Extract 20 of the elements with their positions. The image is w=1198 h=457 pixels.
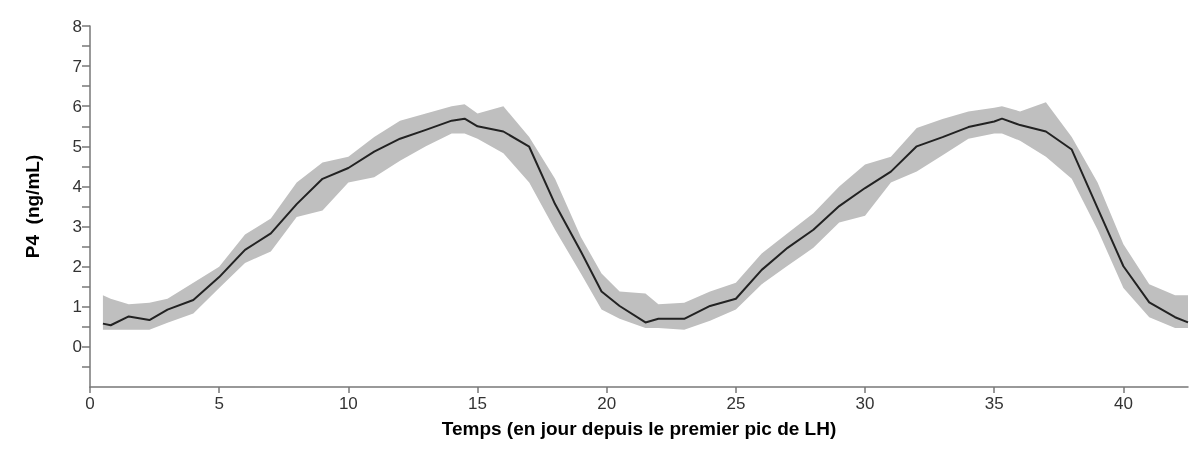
y-axis-title: P4 (ng/mL)	[22, 154, 43, 259]
y-tick-label: 7	[72, 56, 82, 76]
y-tick-label: 2	[72, 257, 82, 277]
y-tick-label: 6	[72, 96, 82, 116]
y-tick-label: 4	[72, 176, 82, 196]
x-tick-label: 35	[984, 394, 1004, 413]
x-tick-label: 40	[1113, 394, 1133, 413]
x-tick-label: 25	[726, 394, 746, 413]
y-tick-label: 0	[72, 337, 82, 357]
x-tick-label: 0	[85, 394, 95, 413]
x-tick-label: 5	[214, 394, 224, 413]
y-tick-label: 5	[72, 136, 82, 156]
y-tick-label: 8	[72, 16, 82, 36]
x-tick-label: 10	[338, 394, 358, 413]
x-axis-title: Temps (en jour depuis le premier pic de LH)	[441, 418, 837, 439]
x-tick-label: 30	[855, 394, 875, 413]
x-tick-label: 15	[468, 394, 487, 413]
y-tick-label: 1	[72, 297, 82, 317]
y-tick-label: 3	[72, 217, 82, 237]
x-tick-label: 20	[597, 394, 617, 413]
